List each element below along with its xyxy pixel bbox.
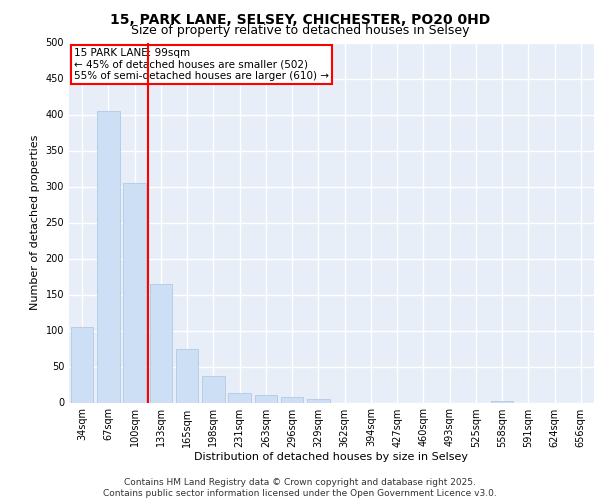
- Text: Size of property relative to detached houses in Selsey: Size of property relative to detached ho…: [131, 24, 469, 37]
- Bar: [176, 348, 198, 403]
- Bar: [307, 399, 329, 402]
- Text: 15 PARK LANE: 99sqm
← 45% of detached houses are smaller (502)
55% of semi-detac: 15 PARK LANE: 99sqm ← 45% of detached ho…: [74, 48, 329, 81]
- Bar: [202, 376, 224, 402]
- Bar: [229, 393, 251, 402]
- Y-axis label: Number of detached properties: Number of detached properties: [30, 135, 40, 310]
- Bar: [281, 396, 303, 402]
- X-axis label: Distribution of detached houses by size in Selsey: Distribution of detached houses by size …: [194, 452, 469, 462]
- Text: 15, PARK LANE, SELSEY, CHICHESTER, PO20 0HD: 15, PARK LANE, SELSEY, CHICHESTER, PO20 …: [110, 12, 490, 26]
- Bar: [97, 111, 119, 403]
- Bar: [71, 327, 93, 402]
- Text: Contains HM Land Registry data © Crown copyright and database right 2025.
Contai: Contains HM Land Registry data © Crown c…: [103, 478, 497, 498]
- Bar: [491, 401, 513, 402]
- Bar: [124, 183, 146, 402]
- Bar: [150, 284, 172, 403]
- Bar: [255, 394, 277, 402]
